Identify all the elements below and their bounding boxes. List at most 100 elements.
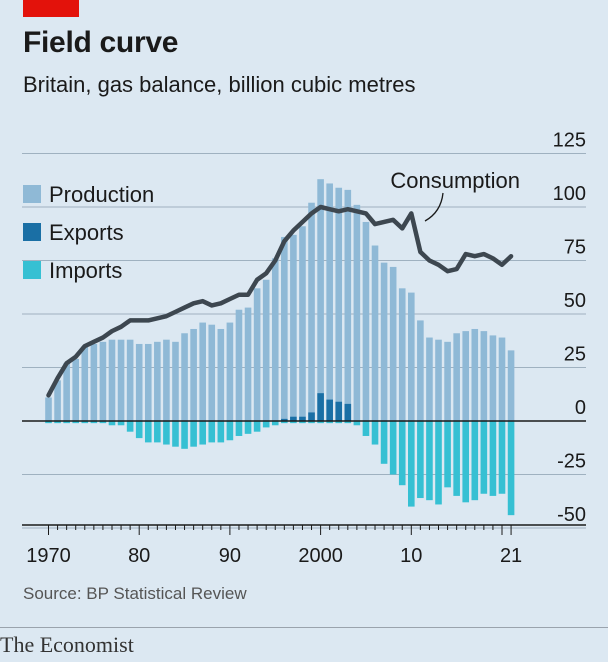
bar-production: [135, 343, 143, 421]
bar-imports: [290, 421, 297, 424]
bar-imports: [335, 421, 343, 424]
bar-imports: [217, 421, 225, 443]
bar-imports: [480, 421, 488, 494]
footer-divider: [0, 627, 608, 628]
bar-exports: [344, 403, 352, 421]
brand-red-tag: [23, 0, 79, 17]
bar-exports: [335, 401, 343, 421]
bar-production: [344, 189, 352, 421]
bar-production: [217, 328, 225, 421]
bar-imports: [45, 421, 52, 424]
bar-production: [462, 331, 470, 421]
bar-production: [281, 236, 288, 421]
bar-production: [380, 262, 388, 421]
bar-production: [181, 333, 188, 421]
bar-imports: [326, 421, 333, 424]
legend-label: Exports: [49, 220, 124, 245]
bar-production: [72, 358, 80, 421]
bar-exports: [281, 418, 288, 421]
bar-imports: [144, 421, 152, 443]
bar-imports: [462, 421, 470, 503]
annotation-leader: [424, 192, 444, 222]
bar-exports: [317, 393, 324, 421]
bar-production: [498, 337, 506, 421]
x-tick-label: 1970: [26, 545, 71, 567]
bar-imports: [271, 421, 279, 426]
bar-imports: [126, 421, 134, 432]
bar-imports: [253, 421, 261, 432]
bar-production: [408, 292, 415, 421]
bar-imports: [181, 421, 188, 449]
bar-production: [389, 266, 397, 421]
y-tick-label: 125: [553, 130, 586, 152]
y-tick-label: 25: [564, 344, 586, 366]
y-tick-label: 100: [553, 183, 586, 205]
bar-production: [317, 179, 324, 421]
bar-exports: [290, 416, 297, 421]
bar-imports: [299, 421, 306, 424]
bar-production: [398, 288, 406, 421]
bar-imports: [99, 421, 107, 424]
bar-imports: [389, 421, 397, 475]
y-tick-label: 0: [575, 397, 586, 419]
legend-swatch: [23, 223, 41, 241]
bar-imports: [353, 421, 361, 426]
brand-logo-text: The Economist: [0, 632, 134, 657]
bar-exports: [299, 416, 306, 421]
bar-production: [417, 320, 424, 421]
bar-imports: [108, 421, 116, 426]
bar-imports: [190, 421, 197, 447]
bar-production: [335, 187, 343, 421]
bar-production: [353, 204, 361, 421]
bar-production: [90, 343, 98, 421]
bar-imports: [117, 421, 125, 426]
bar-production: [45, 397, 52, 421]
bar-imports: [408, 421, 415, 507]
bar-production: [126, 339, 134, 421]
bar-production: [63, 363, 70, 421]
bar-production: [226, 322, 234, 421]
bar-production: [362, 221, 370, 421]
bar-exports: [326, 399, 333, 421]
bar-production: [489, 335, 497, 421]
bar-production: [235, 309, 243, 421]
bar-production: [480, 331, 488, 421]
bar-production: [117, 339, 125, 421]
bar-production: [154, 341, 161, 421]
y-tick-label: 50: [564, 290, 586, 312]
chart-subtitle: Britain, gas balance, billion cubic metr…: [23, 72, 416, 97]
bar-imports: [63, 421, 70, 424]
bar-production: [172, 341, 179, 421]
bar-imports: [54, 421, 61, 424]
bar-production: [507, 350, 515, 421]
chart-title: Field curve: [23, 26, 179, 59]
legend-label: Imports: [49, 258, 122, 283]
bar-imports: [208, 421, 216, 443]
bar-imports: [371, 421, 379, 445]
bar-production: [308, 202, 315, 421]
bar-production: [426, 337, 433, 421]
bar-imports: [163, 421, 170, 445]
bar-production: [190, 328, 197, 421]
bar-production: [326, 183, 333, 421]
bar-production: [371, 245, 379, 421]
x-tick-label: 10: [400, 545, 422, 567]
x-tick-label: 90: [219, 545, 241, 567]
bar-production: [271, 258, 279, 421]
bar-imports: [281, 421, 288, 424]
gas-balance-chart: 125 100 75 50 25 0 -25 -50 Consumption 1970 80 90 20…: [22, 130, 586, 567]
bar-imports: [90, 421, 98, 424]
bar-imports: [172, 421, 179, 447]
bar-imports: [435, 421, 442, 505]
bar-imports: [453, 421, 460, 496]
y-tick-label: -25: [557, 451, 586, 473]
bar-production: [244, 307, 252, 421]
bar-production: [163, 339, 170, 421]
bar-imports: [226, 421, 234, 441]
legend-swatch: [23, 261, 41, 279]
bar-production: [435, 339, 442, 421]
bar-imports: [81, 421, 89, 424]
bar-imports: [317, 421, 324, 424]
bar-production: [290, 234, 297, 421]
legend-label: Production: [49, 182, 154, 207]
